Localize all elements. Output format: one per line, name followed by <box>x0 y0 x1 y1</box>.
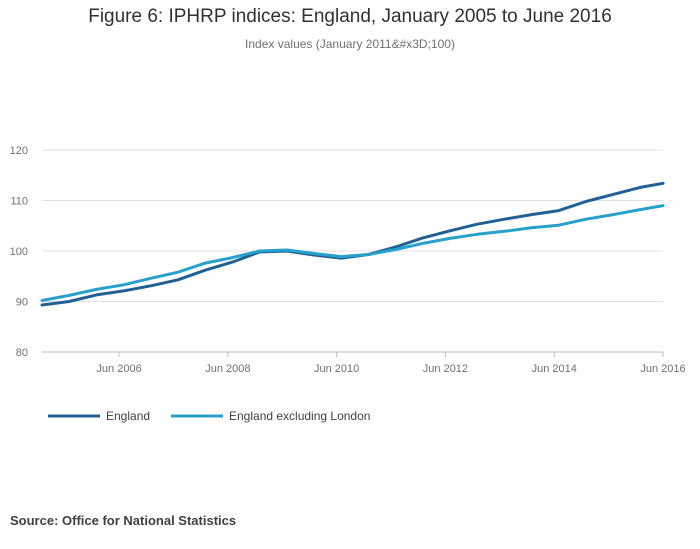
chart-subtitle: Index values (January 2011&#x3D;100) <box>245 37 455 51</box>
x-tick-label: Jun 2016 <box>640 363 685 375</box>
y-tick-label-90: 90 <box>16 297 28 309</box>
x-tick-label: Jun 2006 <box>96 363 141 375</box>
x-tick-label: Jun 2012 <box>423 363 468 375</box>
y-tick-label-80: 80 <box>16 347 28 359</box>
legend-label-2: England excluding London <box>229 409 370 423</box>
source-note: Source: Office for National Statistics <box>10 513 237 528</box>
x-axis: Jun 2006 Jun 2008 Jun 2010 Jun 2012 Jun 2014… <box>42 351 686 375</box>
series-lines <box>40 181 665 307</box>
legend-label-1: England <box>106 409 150 423</box>
legend: England England excluding London <box>48 409 370 423</box>
chart-title: Figure 6: IPHRP indices: England, Januar… <box>88 6 612 27</box>
x-tick-label: Jun 2010 <box>314 363 359 375</box>
x-tick-label: Jun 2014 <box>532 363 577 375</box>
series-line-1 <box>40 181 665 307</box>
y-tick-label-110: 110 <box>10 196 28 208</box>
y-tick-label-100: 100 <box>10 246 28 258</box>
y-axis: 80 90 100 110 120 <box>10 145 28 359</box>
series-line-2 <box>40 204 665 302</box>
y-tick-label-120: 120 <box>10 145 28 157</box>
gridlines <box>42 149 663 353</box>
x-tick-label: Jun 2008 <box>205 363 250 375</box>
